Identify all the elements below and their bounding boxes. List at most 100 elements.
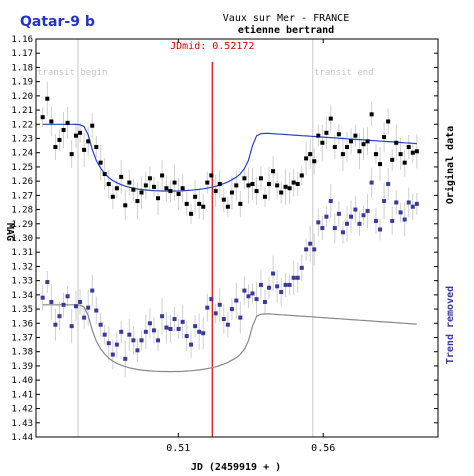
y-axis-label: MAG <box>4 223 15 241</box>
original-point <box>382 135 387 140</box>
trend-removed-point <box>357 221 362 226</box>
original-point <box>250 181 255 186</box>
trend-removed-point <box>316 220 321 225</box>
trend-removed-point <box>143 329 148 334</box>
plot-frame <box>35 38 439 438</box>
trend-removed-point <box>398 210 403 215</box>
original-point <box>406 145 411 150</box>
trend-removed-point <box>402 217 407 222</box>
y-tick-label: 1.21 <box>11 106 33 116</box>
trend-removed-point <box>147 321 152 326</box>
original-point <box>156 196 161 201</box>
y-tick-label: 1.33 <box>11 277 33 287</box>
axes: 1.16 1.17 1.18 1.19 1.20 1.21 1.22 1.23 1.24 1.25… <box>11 35 438 454</box>
trend-removed-point <box>49 299 54 304</box>
trend-removed-point <box>201 331 206 336</box>
trend-removed-point <box>262 299 267 304</box>
y-tick-label: 1.29 <box>11 220 33 230</box>
trend-removed-point <box>238 315 243 320</box>
original-point <box>193 194 198 199</box>
y-tick-label: 1.36 <box>11 319 33 329</box>
y-tick-label: 1.39 <box>11 362 33 372</box>
original-point <box>304 156 309 161</box>
original-point <box>316 133 321 138</box>
original-point <box>135 199 140 204</box>
trend-removed-point <box>304 247 309 252</box>
trend-removed-point <box>168 326 173 331</box>
trend-removed-point <box>65 294 70 299</box>
original-point <box>172 180 177 185</box>
original-point <box>332 145 337 150</box>
original-point <box>312 159 317 164</box>
trend-removed-point <box>106 341 111 346</box>
original-point <box>242 176 247 181</box>
y-tick-label: 1.25 <box>11 163 33 173</box>
data-points <box>40 96 419 361</box>
x-tick-label: 0.51 <box>166 443 190 454</box>
original-point <box>53 145 58 150</box>
original-point <box>98 160 103 165</box>
trend-removed-point <box>258 282 263 287</box>
original-point <box>308 152 313 157</box>
trend-removed-point <box>320 226 325 231</box>
original-point <box>361 142 366 147</box>
trend-removed-point <box>57 314 62 319</box>
trend-removed-point <box>295 275 300 280</box>
trend-removed-point <box>390 218 395 223</box>
original-point <box>73 133 78 138</box>
trend-removed-point <box>114 342 119 347</box>
y-tick-label: 1.17 <box>11 49 33 59</box>
trend-removed-point <box>78 299 83 304</box>
trend-removed-point <box>193 324 198 329</box>
trend-removed-point <box>53 322 58 327</box>
trend-removed-point <box>406 200 411 205</box>
original-point <box>390 157 395 162</box>
trend-removed-point <box>328 199 333 204</box>
trend-removed-point <box>291 275 296 280</box>
trend-removed-point <box>172 317 177 322</box>
trend-removed-point <box>40 295 45 300</box>
y-tick-label: 1.18 <box>11 63 33 73</box>
original-point <box>254 189 259 194</box>
original-point <box>127 180 132 185</box>
original-point <box>176 191 181 196</box>
original-point <box>119 174 124 179</box>
trend-removed-point <box>102 332 107 337</box>
trend-removed-point <box>73 304 78 309</box>
y-tick-label: 1.35 <box>11 305 33 315</box>
original-fit-curve <box>42 123 417 192</box>
trend-removed-point <box>332 226 337 231</box>
y-tick-label: 1.42 <box>11 405 33 415</box>
trend-removed-point <box>205 305 210 310</box>
trend-removed-point <box>353 207 358 212</box>
trend-removed-point <box>127 332 132 337</box>
original-point <box>90 123 95 128</box>
trend-removed-point <box>242 288 247 293</box>
original-point <box>217 181 222 186</box>
y-tick-label: 1.38 <box>11 348 33 358</box>
original-point <box>114 186 119 191</box>
original-point <box>275 183 280 188</box>
original-point <box>225 204 230 209</box>
original-point <box>271 169 276 174</box>
trend-removed-point <box>221 317 226 322</box>
original-point <box>262 194 267 199</box>
original-point <box>328 116 333 121</box>
trend-removed-point <box>254 297 259 302</box>
trend-removed-point <box>344 221 349 226</box>
trend-removed-point <box>324 214 329 219</box>
original-point <box>291 180 296 185</box>
original-point <box>57 137 62 142</box>
original-point <box>283 184 288 189</box>
transit-end-label: transit end <box>314 68 374 78</box>
chart-title: Qatar-9 b <box>20 14 95 30</box>
y-tick-label: 1.22 <box>11 120 33 130</box>
trend-removed-point <box>176 326 181 331</box>
original-point <box>357 149 362 154</box>
trend-removed-point <box>156 338 161 343</box>
original-point <box>398 152 403 157</box>
y-tick-label: 1.16 <box>11 35 33 45</box>
original-point <box>102 172 107 177</box>
original-point <box>110 194 115 199</box>
trend-removed-point <box>394 200 399 205</box>
